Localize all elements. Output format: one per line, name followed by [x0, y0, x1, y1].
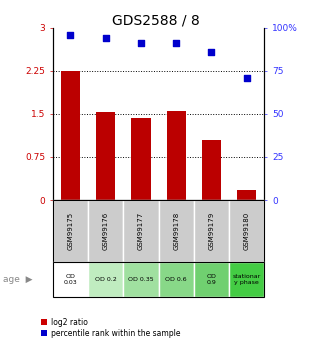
Bar [229, 262, 264, 297]
Legend: log2 ratio, percentile rank within the sample: log2 ratio, percentile rank within the s… [41, 318, 181, 338]
Bar [123, 200, 159, 262]
Text: OD
0.03: OD 0.03 [64, 274, 77, 285]
Bar [88, 262, 123, 297]
Text: GSM99176: GSM99176 [103, 212, 109, 250]
Bar [202, 140, 221, 200]
Bar [96, 112, 115, 200]
Point [103, 35, 108, 41]
Text: OD 0.6: OD 0.6 [165, 277, 187, 282]
Bar [61, 71, 80, 200]
Text: GSM99178: GSM99178 [173, 212, 179, 250]
Point [174, 40, 179, 46]
Point [138, 40, 143, 46]
Text: GSM99179: GSM99179 [208, 212, 215, 250]
Text: age  ▶: age ▶ [3, 275, 33, 284]
Bar [123, 262, 159, 297]
Bar [229, 200, 264, 262]
Bar [159, 200, 194, 262]
Text: GSM99175: GSM99175 [67, 212, 73, 250]
Text: stationar
y phase: stationar y phase [233, 274, 261, 285]
Bar [88, 200, 123, 262]
Bar [53, 200, 88, 262]
Point [68, 32, 73, 37]
Text: GSM99180: GSM99180 [244, 212, 250, 250]
Bar [53, 262, 88, 297]
Text: OD 0.35: OD 0.35 [128, 277, 154, 282]
Text: GDS2588 / 8: GDS2588 / 8 [112, 14, 199, 28]
Point [209, 49, 214, 55]
Text: GSM99177: GSM99177 [138, 212, 144, 250]
Bar [194, 262, 229, 297]
Bar [159, 262, 194, 297]
Bar [237, 190, 256, 200]
Bar [194, 200, 229, 262]
Bar [131, 118, 151, 200]
Point [244, 75, 249, 80]
Bar [167, 111, 186, 200]
Text: OD 0.2: OD 0.2 [95, 277, 117, 282]
Text: OD
0.9: OD 0.9 [207, 274, 216, 285]
